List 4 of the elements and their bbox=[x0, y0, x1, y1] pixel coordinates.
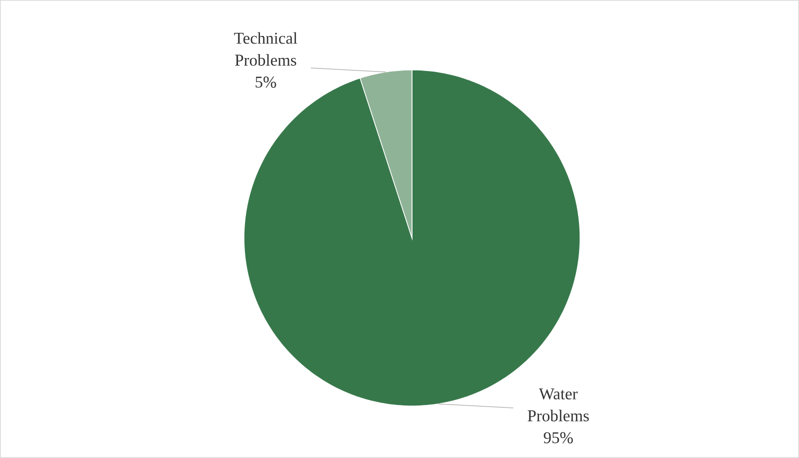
data-label: 5% bbox=[256, 76, 276, 88]
slice-label: Technical Problems bbox=[234, 32, 298, 66]
slice-label: Water Problems bbox=[528, 388, 589, 422]
data-label: 95% bbox=[544, 432, 573, 444]
